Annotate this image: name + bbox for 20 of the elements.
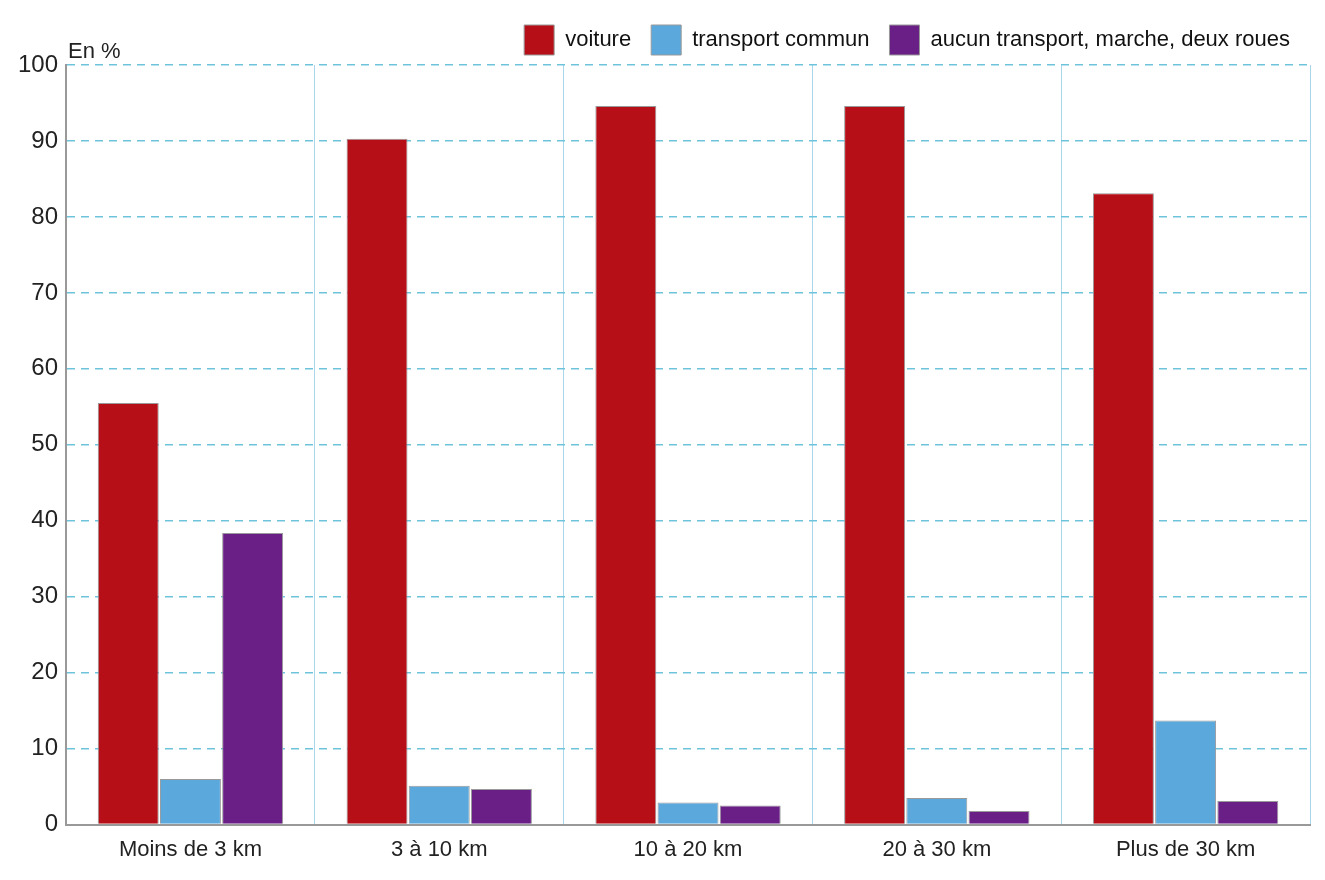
y-tick-label: 90 [31,125,59,153]
y-axis-title: En % [68,38,121,64]
y-tick-label: 10 [31,733,59,761]
y-tick-label: 30 [31,581,59,609]
y-tick-label: 0 [44,809,59,837]
legend-label: aucun transport, marche, deux roues [930,26,1290,52]
x-tick-label: Moins de 3 km [118,835,262,861]
y-tick-label: 40 [31,505,59,533]
x-tick-label: 3 à 10 km [390,835,488,861]
y-tick-label: 50 [31,429,59,457]
x-tick-label: 10 à 20 km [633,835,743,861]
x-tick-label: 20 à 30 km [882,835,992,861]
legend-label: transport commun [692,26,870,52]
legend-label: voiture [565,26,632,52]
y-tick-label: 80 [31,201,59,229]
x-tick-label: Plus de 30 km [1115,835,1256,861]
y-tick-label: 70 [31,277,59,305]
y-tick-label: 60 [31,353,59,381]
y-tick-label: 20 [31,657,59,685]
y-tick-label: 100 [18,49,59,77]
